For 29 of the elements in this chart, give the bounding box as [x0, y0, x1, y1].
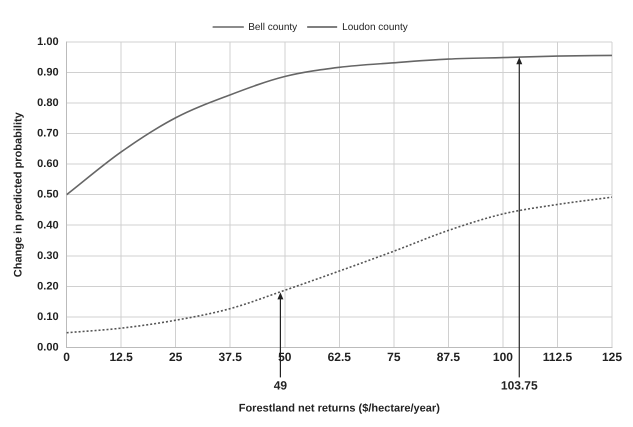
- x-tick-label: 0: [63, 350, 70, 364]
- x-tick-label: 62.5: [328, 350, 352, 364]
- y-tick-label: 0.00: [37, 341, 59, 354]
- y-tick-label: 1.00: [37, 36, 59, 48]
- line-series: [66, 196, 612, 334]
- annotation: 49: [274, 378, 288, 393]
- legend-label: Loudon county: [342, 22, 408, 33]
- y-tick-label: 0.20: [37, 280, 59, 292]
- y-tick-label: 0.60: [37, 158, 59, 170]
- y-tick-label: 0.70: [37, 128, 59, 140]
- y-tick-label: 0.40: [37, 219, 59, 232]
- y-tick-label: 0.10: [37, 310, 59, 323]
- y-tick-label: 0.30: [37, 250, 59, 262]
- x-tick-label: 87.5: [436, 350, 460, 364]
- y-tick-label: 0.50: [37, 188, 59, 201]
- x-tick-label: 100: [492, 350, 514, 364]
- x-tick-label: 12.5: [109, 350, 134, 364]
- legend-label: Bell county: [248, 22, 298, 33]
- x-tick-label: 112.5: [542, 350, 572, 364]
- y-tick-label: 0.90: [37, 66, 59, 79]
- x-tick-label: 75: [387, 350, 401, 364]
- x-tick-label: 125: [602, 350, 622, 364]
- x-axis-title: Forestland net returns ($/hectare/year): [238, 402, 440, 414]
- x-tick-label: 37.5: [218, 350, 242, 364]
- x-tick-label: 25: [169, 350, 183, 364]
- line-series: [66, 54, 612, 196]
- y-axis-title: Change in predicted probability: [12, 111, 25, 278]
- annotation: 103.75: [500, 378, 538, 393]
- y-tick-label: 0.80: [37, 97, 59, 110]
